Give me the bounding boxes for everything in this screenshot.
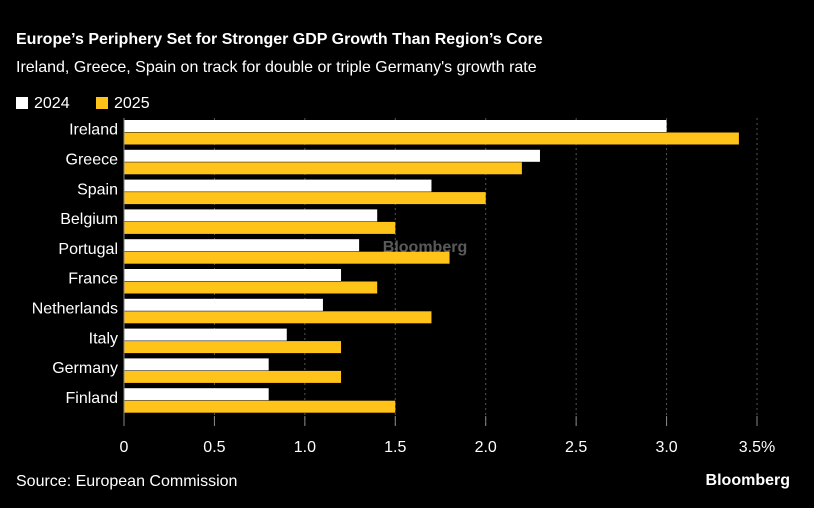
y-tick-label: France xyxy=(68,271,118,288)
bar xyxy=(124,328,287,341)
bar xyxy=(124,132,739,145)
bar xyxy=(124,341,342,354)
x-tick-label: 1.5 xyxy=(384,439,406,456)
bar xyxy=(124,370,342,383)
legend-label: 2025 xyxy=(114,95,150,112)
x-tick-label: 1.0 xyxy=(294,439,316,456)
source: Source: European Commission xyxy=(16,473,237,490)
bar xyxy=(124,298,323,311)
y-tick-label: Ireland xyxy=(69,122,118,139)
bar xyxy=(124,281,378,294)
y-tick-label: Belgium xyxy=(60,211,118,228)
legend-swatch xyxy=(96,97,108,109)
bar xyxy=(124,162,522,175)
x-tick-label: 2.5 xyxy=(565,439,587,456)
y-tick-label: Greece xyxy=(66,152,119,169)
chart-subtitle: Ireland, Greece, Spain on track for doub… xyxy=(16,59,537,76)
bar xyxy=(124,251,450,264)
x-tick-label: 3.5% xyxy=(739,439,775,456)
bar xyxy=(124,192,486,205)
bar xyxy=(124,269,342,281)
bar xyxy=(124,149,540,162)
y-tick-label: Netherlands xyxy=(32,301,118,318)
y-tick-label: Germany xyxy=(52,360,118,377)
logo: Bloomberg xyxy=(706,472,790,489)
y-tick-label: Italy xyxy=(89,330,118,347)
chart-title: Europe’s Periphery Set for Stronger GDP … xyxy=(16,31,543,48)
legend-label: 2024 xyxy=(34,95,70,112)
bar xyxy=(124,221,396,234)
bar xyxy=(124,120,667,132)
x-tick-label: 2.0 xyxy=(475,439,497,456)
y-tick-label: Finland xyxy=(66,390,118,407)
bar xyxy=(124,239,360,252)
x-tick-label: 0 xyxy=(120,439,129,456)
x-tick-label: 3.0 xyxy=(655,439,677,456)
bar xyxy=(124,209,378,222)
y-tick-label: Portugal xyxy=(58,241,118,258)
watermark: Bloomberg xyxy=(383,239,467,256)
x-tick-label: 0.5 xyxy=(203,439,225,456)
bar xyxy=(124,388,269,401)
bar xyxy=(124,311,432,324)
bar xyxy=(124,358,269,371)
y-tick-label: Spain xyxy=(77,181,118,198)
bar xyxy=(124,400,396,413)
legend-swatch xyxy=(16,97,28,109)
bar xyxy=(124,179,432,192)
